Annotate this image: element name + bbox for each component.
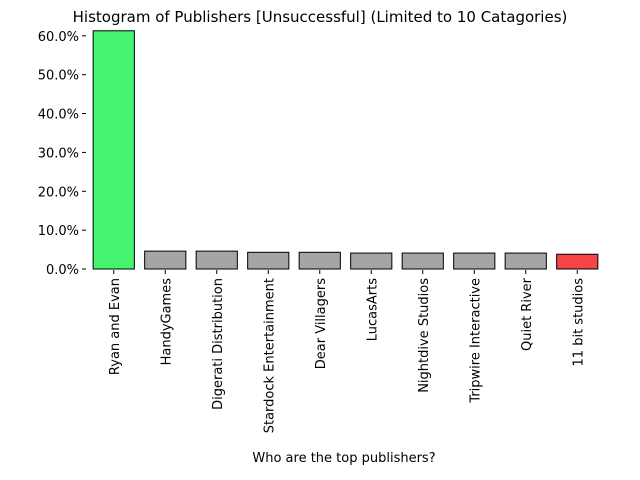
y-tick-label: 50.0% <box>38 69 79 84</box>
bar <box>401 252 444 270</box>
y-axis: 0.0% 10.0% 20.0% 30.0% 40.0% 50.0% 60.0% <box>38 30 86 278</box>
x-tick-label: Digerati Distribution <box>211 278 226 410</box>
bar <box>453 252 496 270</box>
bar <box>504 252 547 270</box>
bars <box>92 30 599 270</box>
bar <box>298 251 341 270</box>
bar <box>195 250 238 270</box>
y-tick-label: 20.0% <box>38 185 79 200</box>
bar <box>350 252 393 270</box>
x-axis: Ryan and Evan HandyGames Digerati Distribu… <box>108 270 586 433</box>
x-tick-label: Quiet River <box>520 277 535 351</box>
x-tick-label: Nightdive Studios <box>417 278 432 393</box>
y-tick-label: 60.0% <box>38 30 79 45</box>
x-tick-label: Dear Villagers <box>314 278 329 369</box>
y-tick-label: 0.0% <box>46 263 79 278</box>
y-tick-label: 30.0% <box>38 146 79 161</box>
bar <box>556 253 599 270</box>
x-axis-label: Who are the top publishers? <box>252 451 435 466</box>
x-tick-label: LucasArts <box>365 278 380 341</box>
x-tick-label: Tripwire Interactive <box>468 278 483 404</box>
bar <box>144 250 187 270</box>
bar <box>247 251 290 270</box>
bar <box>92 30 135 270</box>
x-tick-label: HandyGames <box>159 278 174 366</box>
y-tick-label: 40.0% <box>38 108 79 123</box>
x-tick-label: Stardock Entertainment <box>262 278 277 433</box>
x-tick-label: 11 bit studios <box>571 278 586 367</box>
chart-title: Histogram of Publishers [Unsuccessful] (… <box>73 8 568 26</box>
y-tick-label: 10.0% <box>38 224 79 239</box>
x-tick-label: Ryan and Evan <box>108 278 123 375</box>
